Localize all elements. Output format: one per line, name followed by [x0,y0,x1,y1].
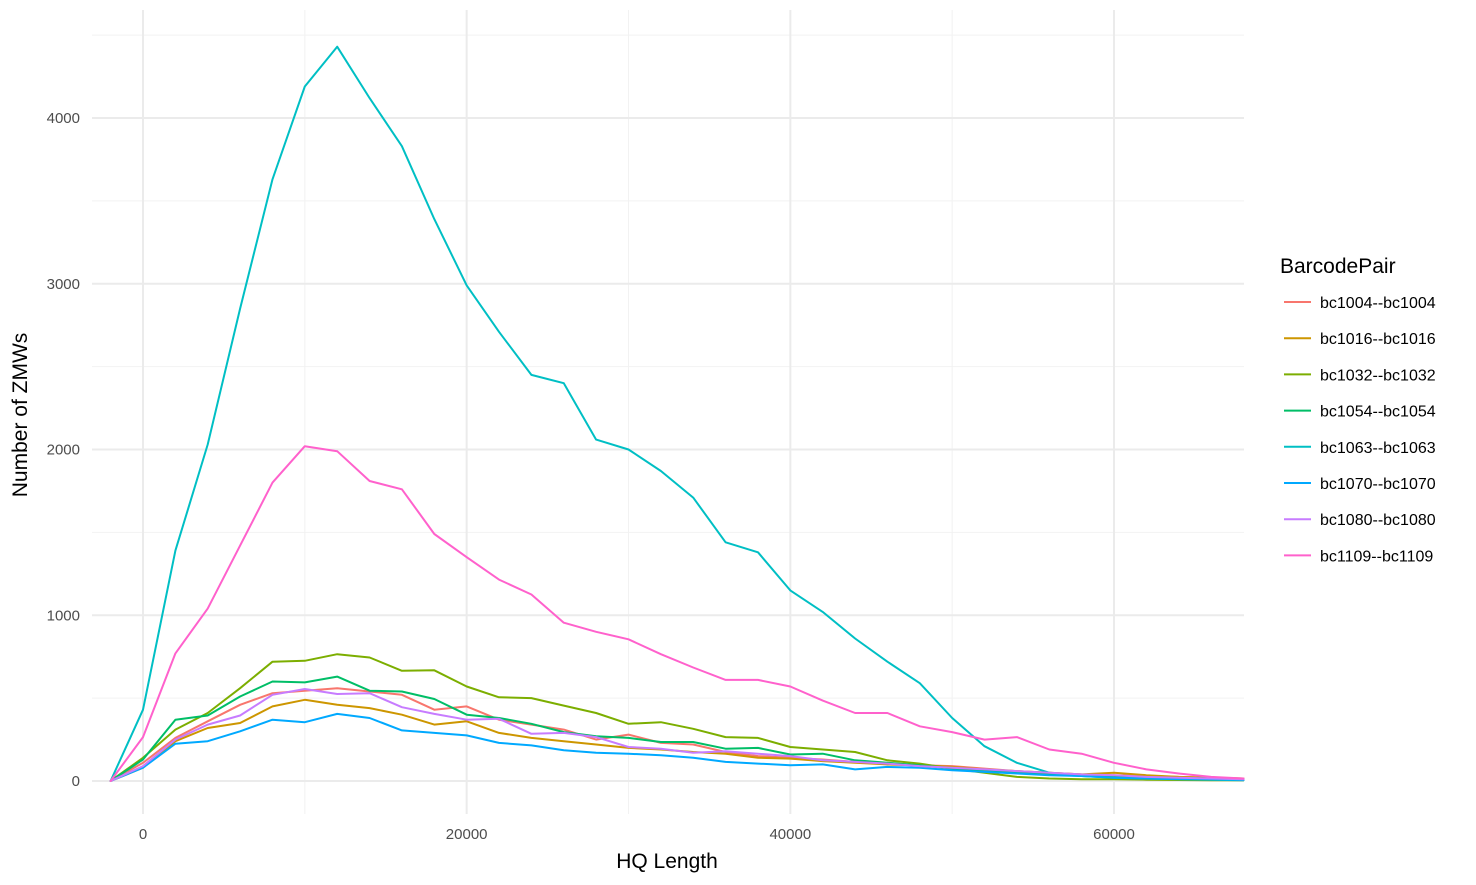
y-tick-label: 3000 [47,276,80,293]
series-line-bc1032--bc1032 [109,653,1245,782]
y-tick-label: 4000 [47,110,80,127]
legend-item: bc1070--bc1070 [1284,476,1436,493]
x-tick-label: 20000 [446,826,488,843]
legend-label: bc1054--bc1054 [1320,404,1436,421]
legend-item: bc1109--bc1109 [1284,548,1433,565]
x-tick-label: 40000 [769,826,811,843]
legend-label: bc1109--bc1109 [1320,548,1433,565]
legend-item: bc1080--bc1080 [1284,512,1436,529]
legend-item: bc1054--bc1054 [1284,404,1436,421]
y-tick-label: 2000 [47,442,80,459]
x-tick-label: 60000 [1093,826,1135,843]
legend-item: bc1063--bc1063 [1284,440,1436,457]
series-line-bc1070--bc1070 [109,712,1245,782]
legend-items: bc1004--bc1004 bc1016--bc1016 bc1032--bc10… [1284,295,1436,565]
y-axis-title: Number of ZMWs [9,333,32,498]
x-tick-label: 0 [139,826,147,843]
legend-label: bc1016--bc1016 [1320,331,1436,348]
series-lines [109,45,1245,782]
legend-item: bc1016--bc1016 [1284,331,1436,348]
x-axis-ticks: 0 20000 40000 60000 [139,826,1135,843]
y-tick-label: 1000 [47,607,80,624]
legend-title: BarcodePair [1280,255,1396,278]
x-axis-title: HQ Length [616,850,718,873]
legend-label: bc1063--bc1063 [1320,440,1436,457]
series-line-bc1004--bc1004 [109,687,1245,782]
y-axis-ticks: 0 1000 2000 3000 4000 [47,110,80,790]
legend: BarcodePair bc1004--bc1004 bc1016--bc1016… [1280,255,1436,565]
series-line-bc1016--bc1016 [109,698,1245,782]
y-tick-label: 0 [72,773,80,790]
legend-item: bc1032--bc1032 [1284,367,1436,384]
series-line-bc1109--bc1109 [109,445,1245,782]
legend-label: bc1070--bc1070 [1320,476,1436,493]
legend-item: bc1004--bc1004 [1284,295,1436,312]
legend-label: bc1080--bc1080 [1320,512,1436,529]
series-line-bc1080--bc1080 [109,688,1245,782]
series-line-bc1063--bc1063 [109,45,1245,782]
legend-label: bc1032--bc1032 [1320,367,1436,384]
grid-lines [92,10,1244,814]
legend-label: bc1004--bc1004 [1320,295,1436,312]
